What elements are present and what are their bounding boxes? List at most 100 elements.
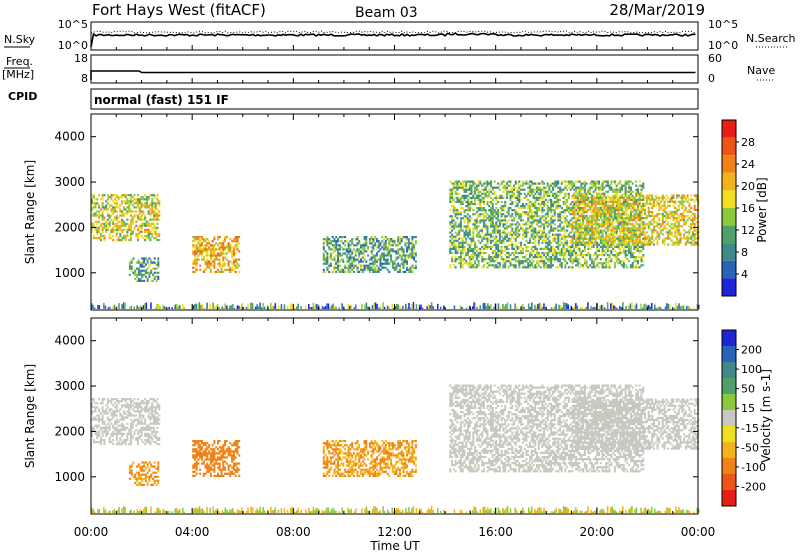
power-echo-cell — [665, 212, 668, 216]
power-echo-cell — [536, 256, 538, 259]
power-echo-cell — [541, 235, 544, 238]
power-echo-cell — [656, 212, 659, 216]
power-echo-cell — [583, 243, 586, 246]
power-echo-cell — [128, 261, 131, 264]
power-echo-cell — [638, 239, 641, 242]
power-echo-cell — [407, 238, 410, 241]
power-echo-cell — [490, 239, 492, 242]
power-echo-cell — [507, 219, 510, 222]
power-echo-cell — [614, 194, 616, 197]
power-echo-cell — [607, 227, 609, 230]
power-echo-cell — [516, 198, 519, 201]
power-echo-cell — [633, 227, 636, 230]
power-echo-cell — [628, 241, 631, 244]
power-echo-cell — [603, 221, 606, 224]
power-echo-cell — [411, 246, 414, 249]
power-echo-cell — [541, 247, 544, 250]
power-echo-cell — [137, 237, 139, 240]
power-echo-cell — [576, 206, 579, 209]
power-echo-cell — [566, 223, 569, 226]
power-echo-cell — [644, 231, 647, 234]
power-echo-cell — [578, 243, 581, 246]
power-echo-cell — [217, 244, 219, 247]
power-echo-cell — [633, 217, 636, 220]
power-echo-cell — [374, 242, 377, 245]
power-echo-cell — [617, 215, 620, 218]
power-echo-cell — [610, 260, 613, 263]
power-echo-cell — [495, 217, 498, 220]
power-echo-cell — [525, 266, 528, 269]
power-echo-cell — [451, 258, 454, 261]
power-echo-cell — [119, 224, 122, 227]
power-echo-cell — [626, 198, 629, 201]
power-echo-cell — [197, 238, 200, 241]
power-echo-cell — [477, 194, 480, 197]
power-echo-cell — [454, 247, 457, 250]
power-echo-cell — [573, 245, 576, 248]
power-echo-cell — [140, 202, 143, 205]
power-echo-cell — [502, 237, 505, 240]
power-echo-cell — [552, 264, 554, 267]
power-echo-cell — [555, 182, 558, 185]
power-echo-cell — [406, 242, 408, 245]
power-echo-cell — [566, 249, 569, 253]
power-echo-cell — [482, 192, 485, 195]
power-echo-cell — [525, 180, 528, 183]
power-echo-cell — [638, 194, 641, 197]
power-echo-cell — [349, 244, 352, 247]
power-echo-cell — [121, 194, 124, 197]
power-echo-cell — [144, 257, 147, 260]
power-echo-cell — [218, 242, 221, 245]
power-echo-cell — [130, 261, 133, 264]
power-echo-cell — [108, 224, 111, 227]
power-echo-cell — [608, 239, 611, 242]
power-echo-cell — [603, 245, 606, 248]
power-echo-cell — [502, 229, 505, 232]
power-echo-cell — [374, 266, 377, 269]
power-echo-cell — [543, 190, 546, 193]
power-echo-cell — [637, 237, 639, 240]
power-echo-cell — [585, 243, 588, 246]
power-echo-cell — [136, 275, 138, 278]
power-echo-cell — [676, 219, 678, 222]
power-echo-cell — [536, 249, 538, 253]
power-echo-cell — [502, 180, 505, 183]
power-echo-cell — [567, 192, 570, 195]
power-echo-cell — [103, 208, 106, 211]
power-echo-cell — [204, 254, 207, 257]
power-echo-cell — [677, 243, 680, 246]
power-echo-cell — [390, 238, 393, 241]
power-echo-cell — [606, 241, 609, 244]
power-echo-cell — [610, 180, 613, 183]
power-echo-cell — [208, 242, 211, 245]
power-echo-cell — [537, 192, 540, 195]
power-echo-cell — [550, 241, 553, 244]
power-echo-cell — [518, 247, 521, 250]
power-echo-cell — [402, 254, 405, 257]
power-echo-cell — [96, 222, 99, 225]
power-echo-cell — [451, 233, 454, 236]
power-echo-cell — [218, 246, 221, 249]
power-echo-cell — [596, 214, 599, 218]
power-echo-cell — [550, 198, 553, 201]
power-echo-cell — [658, 212, 661, 216]
power-echo-cell — [490, 180, 492, 183]
power-echo-cell — [379, 254, 382, 257]
power-echo-cell — [356, 250, 359, 253]
power-echo-cell — [115, 214, 118, 217]
power-echo-cell — [527, 264, 530, 267]
power-echo-cell — [539, 233, 542, 236]
power-echo-cell — [193, 238, 196, 241]
power-echo-cell — [521, 207, 524, 210]
power-echo-cell — [606, 249, 609, 253]
power-echo-cell — [629, 266, 632, 269]
power-echo-cell — [587, 190, 590, 193]
power-echo-cell — [153, 212, 155, 215]
power-echo-cell — [606, 245, 609, 248]
power-echo-cell — [213, 248, 216, 251]
power-echo-cell — [603, 254, 606, 257]
power-echo-cell — [591, 194, 593, 197]
power-echo-cell — [582, 217, 585, 220]
power-echo-cell — [153, 218, 155, 221]
power-echo-cell — [622, 219, 625, 222]
